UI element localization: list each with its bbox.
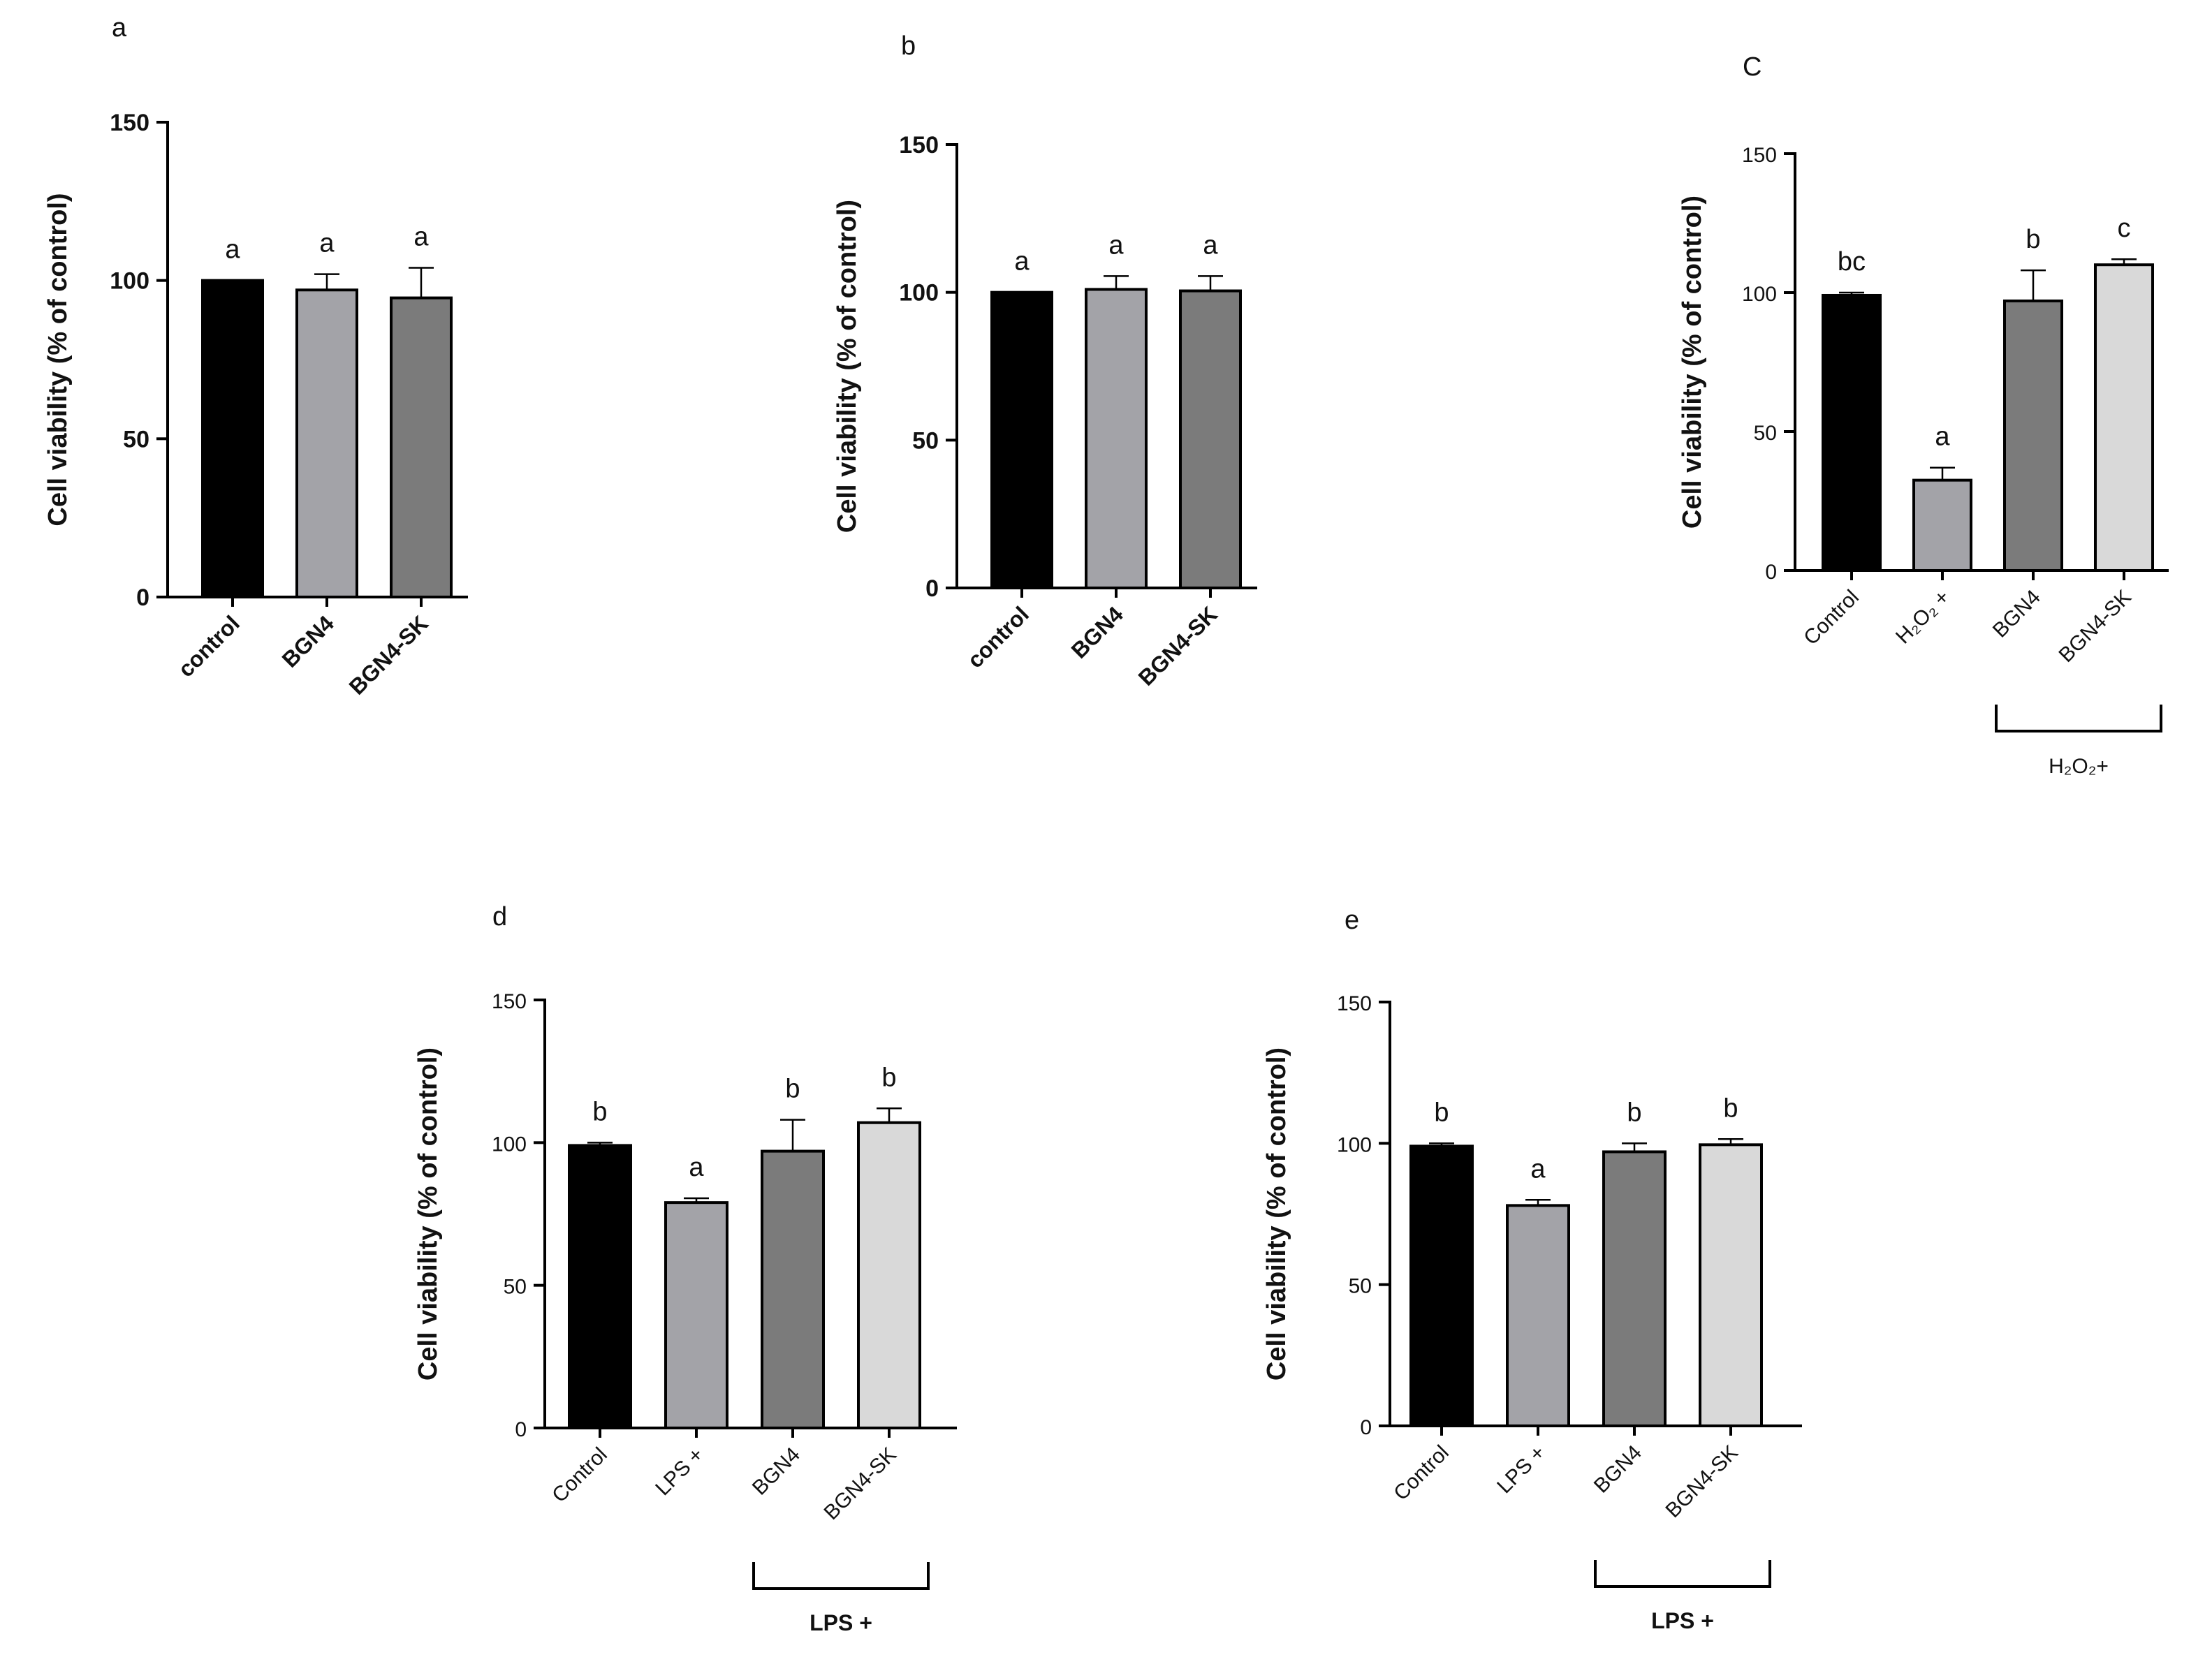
y-tick-label: 150 [492,990,527,1013]
y-axis-label: Cell viability (% of control) [1678,196,1707,529]
y-tick-label: 0 [515,1418,527,1441]
panel-letter: e [1345,906,1359,935]
group-bracket [1594,1560,1771,1588]
chart-panel-a: a Cell viability (% of control) 0 50 100 150 a… [43,13,468,700]
group-bracket [1995,705,2162,732]
y-tick-label: 100 [1337,1133,1372,1156]
significance-label: a [689,1153,704,1182]
y-axis-label: Cell viability (% of control) [833,200,862,533]
y-tick-label: 150 [899,132,939,159]
bar [1912,478,1972,573]
bar [201,279,264,598]
bar [1822,293,1882,572]
bar [857,1121,921,1430]
y-tick-label: 50 [912,427,939,454]
bar [990,290,1053,589]
group-bracket-label: H₂O₂+ [2049,755,2109,778]
y-tick-label: 0 [925,575,939,602]
y-tick-label: 50 [123,426,149,452]
significance-label: a [319,229,335,258]
significance-label: b [1627,1098,1641,1127]
significance-label: a [1014,247,1030,277]
group-bracket-label: LPS + [810,1610,872,1635]
significance-label: a [1935,422,1950,452]
bar [390,296,453,598]
significance-label: a [1203,230,1218,260]
group-bracket [752,1562,930,1590]
significance-label: a [1530,1154,1546,1184]
panel-letter: C [1743,52,1761,82]
significance-label: b [592,1097,607,1126]
y-tick-label: 0 [1360,1416,1372,1439]
bar [2094,263,2154,572]
y-tick-label: 100 [1742,283,1777,306]
bar [295,288,358,598]
y-axis-label: Cell viability (% of control) [43,193,73,526]
bar [568,1144,632,1430]
significance-label: b [881,1063,896,1092]
significance-label: bc [1838,247,1866,277]
y-tick-label: 100 [899,280,939,307]
bar [761,1149,825,1430]
group-bracket-label: LPS + [1651,1608,1714,1633]
y-tick-label: 0 [136,584,149,611]
y-tick-label: 150 [110,110,149,136]
significance-label: a [225,235,240,265]
significance-label: a [413,223,429,252]
y-tick-label: 150 [1337,992,1372,1015]
significance-label: b [1434,1098,1449,1127]
panel-letter: d [492,902,507,932]
y-tick-label: 50 [1754,422,1777,445]
y-tick-label: 50 [504,1276,527,1299]
significance-label: b [785,1075,800,1104]
bar [1409,1144,1474,1427]
chart-panel-b: b Cell viability (% of control) 0 50 100 150 a… [833,31,1257,691]
bar [1506,1204,1570,1427]
panel-letter: b [901,31,916,61]
bar [2003,299,2063,572]
y-axis-label: Cell viability (% of control) [413,1047,443,1380]
bar [1179,289,1242,589]
bar [1602,1150,1667,1428]
y-tick-label: 50 [1349,1275,1372,1298]
panel-letter: a [112,13,127,43]
y-tick-label: 0 [1765,561,1777,584]
significance-label: c [2118,214,2131,243]
y-tick-label: 100 [492,1133,527,1156]
bar [664,1201,728,1429]
significance-label: a [1108,230,1124,260]
significance-label: b [2026,225,2040,254]
bar [1699,1143,1763,1428]
y-tick-label: 150 [1742,144,1777,167]
bar [1085,288,1148,589]
y-axis-label: Cell viability (% of control) [1262,1047,1291,1380]
y-tick-label: 100 [110,268,149,295]
significance-label: b [1723,1094,1738,1123]
